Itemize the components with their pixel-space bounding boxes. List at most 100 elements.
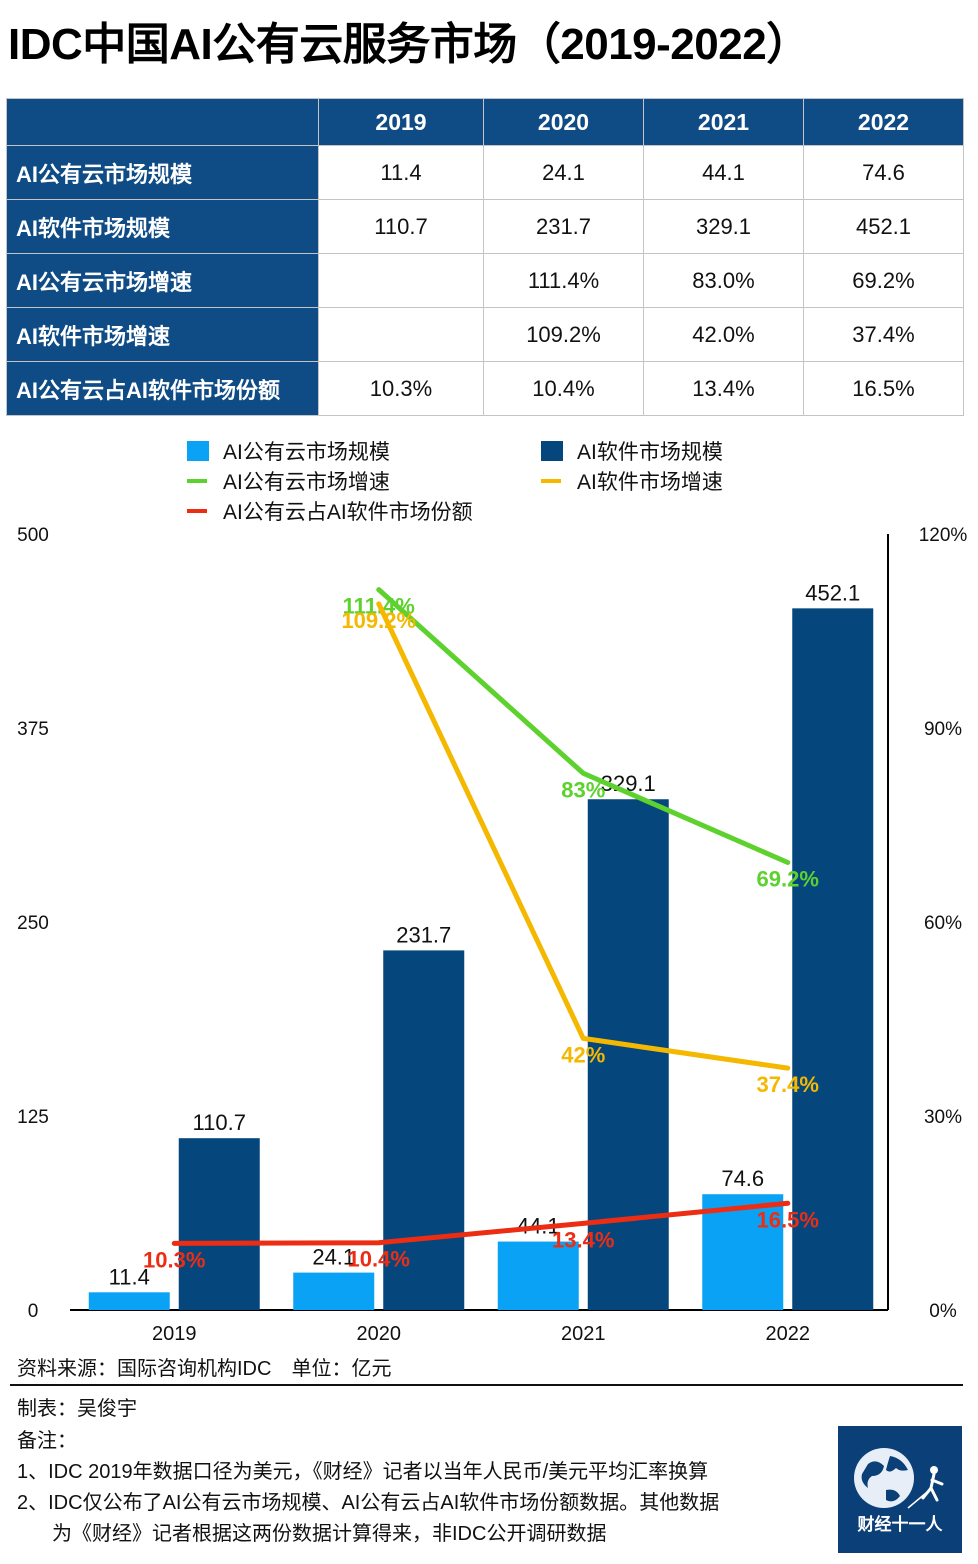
x-tick-label: 2019 (152, 1323, 197, 1345)
table-row: AI公有云市场增速 111.4% 83.0% 69.2% (6, 253, 964, 308)
legend-swatch-cloud-growth (187, 479, 207, 483)
table-cell (318, 253, 484, 308)
series-line (171, 1200, 791, 1246)
y-left-tick-label: 500 (17, 525, 49, 546)
legend-swatch-software-growth (541, 479, 561, 483)
line-data-label: 109.2% (341, 608, 416, 633)
table-cell: 329.1 (643, 199, 804, 254)
footer-divider (10, 1384, 963, 1386)
bar (587, 799, 669, 1310)
table-header-row: 2019 2020 2021 2022 (6, 98, 964, 146)
line-data-label: 10.4% (348, 1247, 410, 1272)
year-header: 2020 (483, 98, 644, 146)
year-header: 2019 (318, 98, 484, 146)
table-row: AI公有云占AI软件市场份额 10.3% 10.4% 13.4% 16.5% (6, 361, 964, 416)
line-data-label: 13.4% (552, 1227, 614, 1252)
table-cell: 109.2% (483, 307, 644, 362)
table-cell: 10.3% (318, 361, 484, 416)
x-tick-label: 2022 (766, 1323, 811, 1345)
table-cell: 110.7 (318, 199, 484, 254)
table-cell: 44.1 (643, 145, 804, 200)
bar (497, 1241, 579, 1310)
chart-legend: AI公有云市场规模 AI软件市场规模 AI公有云市场增速 AI软件市场增速 AI… (0, 432, 978, 524)
note-1: 1、IDC 2019年数据口径为美元，《财经》记者以当年人民币/美元平均汇率换算 (17, 1461, 709, 1483)
bar (178, 1138, 260, 1310)
legend-item-software-size: AI软件市场规模 (541, 436, 723, 466)
row-label: AI公有云市场增速 (6, 253, 319, 308)
line-data-label: 16.5% (757, 1207, 819, 1232)
year-header: 2021 (643, 98, 804, 146)
series-line (376, 587, 791, 866)
line-data-label: 42% (561, 1042, 605, 1067)
table-corner-cell (6, 98, 319, 146)
legend-label: AI公有云占AI软件市场份额 (223, 501, 473, 524)
table-row: AI软件市场规模 110.7 231.7 329.1 452.1 (6, 199, 964, 254)
row-label: AI公有云占AI软件市场份额 (6, 361, 319, 416)
row-label: AI公有云市场规模 (6, 145, 319, 200)
author-credit: 制表：吴俊宇 (17, 1398, 137, 1420)
x-tick-label: 2021 (561, 1323, 606, 1345)
legend-label: AI公有云市场规模 (223, 441, 390, 464)
x-tick-label: 2020 (357, 1323, 402, 1345)
bar-value-label: 74.6 (721, 1166, 764, 1191)
table-cell: 231.7 (483, 199, 644, 254)
legend-item-cloud-growth: AI公有云市场增速 (187, 466, 390, 496)
table-row: AI公有云市场规模 11.4 24.1 44.1 74.6 (6, 145, 964, 200)
line-data-label: 83% (561, 777, 605, 802)
year-header: 2022 (803, 98, 964, 146)
bar-value-label: 11.4 (109, 1264, 150, 1289)
table-cell: 10.4% (483, 361, 644, 416)
globe-icon: 财经十一人 (854, 1448, 944, 1534)
table-cell (318, 307, 484, 362)
legend-item-share: AI公有云占AI软件市场份额 (187, 496, 473, 526)
bar (792, 608, 874, 1310)
line-data-label: 37.4% (757, 1072, 819, 1097)
table-cell: 24.1 (483, 145, 644, 200)
bar (88, 1292, 170, 1310)
y-left-tick-label: 250 (17, 913, 49, 934)
bar-value-label: 452.1 (805, 580, 860, 605)
bar-value-label: 110.7 (193, 1110, 246, 1135)
line-data-label: 10.3% (143, 1247, 205, 1272)
data-table: 2019 2020 2021 2022 AI公有云市场规模 11.4 24.1 … (6, 98, 964, 416)
table-cell: 74.6 (803, 145, 964, 200)
table-row: AI软件市场增速 109.2% 42.0% 37.4% (6, 307, 964, 362)
table-cell: 83.0% (643, 253, 804, 308)
table-cell: 69.2% (803, 253, 964, 308)
y-left-tick-label: 375 (17, 719, 49, 740)
y-left-tick-label: 125 (17, 1107, 49, 1128)
y-right-tick-label: 0% (929, 1301, 957, 1322)
legend-item-software-growth: AI软件市场增速 (541, 466, 723, 496)
combo-chart: 0 125 250 375 500 0% 30% 60% 90% 120% 2019 2020 2021… (17, 525, 968, 1345)
line-data-label: 69.2% (757, 867, 819, 892)
y-right-tick-label: 30% (924, 1107, 962, 1128)
table-cell: 11.4 (318, 145, 484, 200)
y-right-tick-label: 120% (919, 525, 968, 546)
series-line (376, 601, 791, 1071)
legend-label: AI软件市场增速 (577, 471, 723, 494)
note-2-continued: 为《财经》记者根据这两份数据计算得来，非IDC公开调研数据 (52, 1523, 607, 1545)
y-right-tick-label: 60% (924, 913, 962, 934)
y-left-tick-label: 0 (28, 1301, 39, 1322)
bar-value-label: 231.7 (396, 922, 451, 947)
caijing-logo: 财经十一人 (838, 1426, 962, 1553)
legend-swatch-cloud-size (187, 441, 209, 461)
table-cell: 37.4% (803, 307, 964, 362)
legend-swatch-share (187, 509, 207, 513)
bar (293, 1272, 375, 1310)
legend-item-cloud-size: AI公有云市场规模 (187, 436, 390, 466)
legend-label: AI公有云市场增速 (223, 471, 390, 494)
table-cell: 13.4% (643, 361, 804, 416)
table-cell: 452.1 (803, 199, 964, 254)
legend-swatch-software-size (541, 441, 563, 461)
notes-title: 备注： (17, 1430, 77, 1452)
bar (383, 950, 465, 1310)
note-2: 2、IDC仅公布了AI公有云市场规模、AI公有云占AI软件市场份额数据。其他数据 (17, 1492, 720, 1514)
logo-text: 财经十一人 (857, 1514, 944, 1534)
y-right-tick-label: 90% (924, 719, 962, 740)
legend-label: AI软件市场规模 (577, 441, 723, 464)
bar-value-label: 24.1 (312, 1245, 355, 1270)
row-label: AI软件市场规模 (6, 199, 319, 254)
page-title: IDC中国AI公有云服务市场（2019-2022） (8, 20, 810, 69)
row-label: AI软件市场增速 (6, 307, 319, 362)
